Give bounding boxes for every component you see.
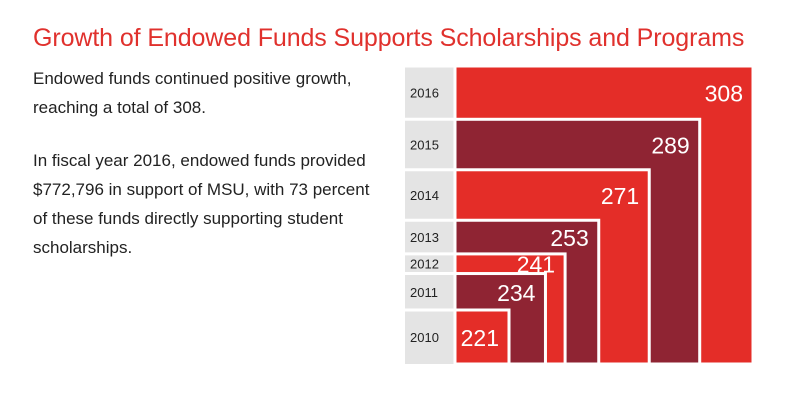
data-label-2012: 241 [517,252,555,278]
tick-label-2016: 2016 [410,86,439,101]
intro-paragraph: Endowed funds continued positive growth,… [33,69,352,117]
tick-label-2015: 2015 [410,138,439,153]
tick-label-2012: 2012 [410,257,439,272]
data-label-2015: 289 [651,133,689,159]
tick-label-2013: 2013 [410,230,439,245]
bar-2010 [453,308,511,366]
data-label-2013: 253 [550,225,588,251]
tick-label-2010: 2010 [410,330,439,345]
page-title: Growth of Endowed Funds Supports Scholar… [33,24,745,52]
data-label-2016: 308 [705,81,743,107]
tick-label-2014: 2014 [410,188,439,203]
data-label-2011: 234 [497,280,536,306]
support-paragraph: In fiscal year 2016, endowed funds provi… [33,151,370,257]
data-label-2010: 221 [461,325,499,351]
data-label-2014: 271 [601,183,639,209]
year-label-band [405,66,455,364]
tick-label-2011: 2011 [410,285,438,300]
